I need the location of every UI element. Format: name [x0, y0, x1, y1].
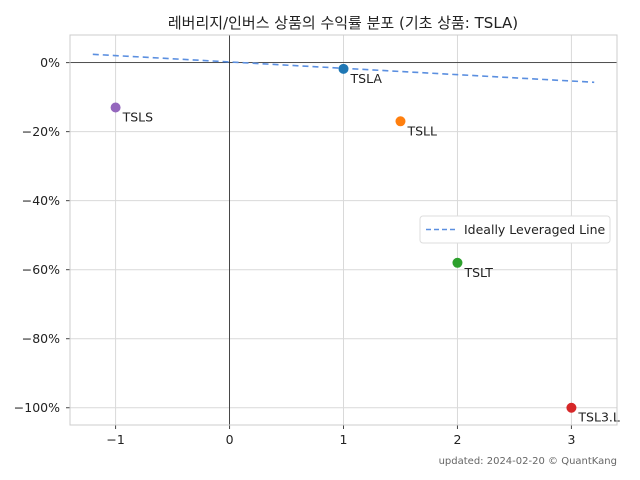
y-tick-label: −40%	[22, 193, 60, 208]
x-tick-label: −1	[106, 432, 124, 447]
data-point-tsls	[110, 102, 121, 113]
y-tick-label: −60%	[22, 262, 60, 277]
y-tick-label: −80%	[22, 331, 60, 346]
plot-frame	[69, 34, 618, 426]
data-points: TSLA TSLS TSLL TSLT TSL3.L	[110, 63, 620, 425]
legend-label: Ideally Leveraged Line	[464, 222, 606, 237]
x-tick-label: 3	[567, 432, 575, 447]
point-label: TSLS	[122, 109, 154, 124]
legend: Ideally Leveraged Line	[419, 215, 611, 244]
data-point-tsl3-l	[566, 402, 577, 413]
data-point-tsll	[395, 116, 406, 127]
x-axis-ticks: −1 0 1 2 3	[106, 425, 575, 447]
zero-axis-lines	[70, 35, 617, 425]
point-label: TSL3.L	[577, 410, 619, 425]
chart-title: 레버리지/인버스 상품의 수익률 분포 (기초 상품: TSLA)	[168, 14, 518, 32]
data-point-tslt	[452, 257, 463, 268]
point-label: TSLL	[406, 123, 437, 138]
point-label: TSLA	[350, 71, 383, 86]
point-label: TSLT	[463, 265, 493, 280]
y-tick-label: −100%	[14, 400, 60, 415]
footer-text: updated: 2024-02-20 © QuantKang	[439, 456, 617, 467]
x-tick-label: 0	[226, 432, 234, 447]
y-tick-label: 0%	[40, 55, 60, 70]
x-tick-label: 1	[340, 432, 348, 447]
y-tick-label: −20%	[22, 124, 60, 139]
legend-box	[419, 215, 611, 244]
y-axis-ticks: 0% −20% −40% −60% −80% −100%	[14, 55, 70, 415]
x-tick-label: 2	[453, 432, 461, 447]
data-point-tsla	[338, 63, 349, 74]
